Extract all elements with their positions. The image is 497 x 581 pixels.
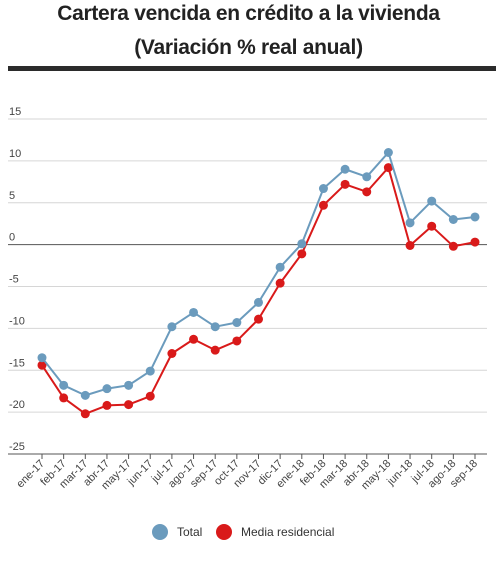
y-axis-ticks: 15 10 5 0 -5 -10 -15 -20 -25 (9, 106, 25, 453)
series-line-media (41, 166, 476, 415)
data-point-total (145, 366, 155, 376)
legend-label-media: Media residencial (241, 525, 335, 539)
series-line-total (41, 151, 476, 397)
data-point-total (340, 164, 350, 174)
data-point-media (167, 349, 177, 358)
x-axis-ticks: ene-17feb-17mar-17abr-17may-17jun-17jul-… (14, 454, 480, 492)
data-point-media (448, 241, 458, 251)
data-point-media (297, 249, 307, 259)
data-point-media (383, 163, 393, 173)
y-tick-label: -10 (9, 315, 25, 327)
legend-label-total: Total (177, 525, 203, 539)
data-point-total (448, 215, 458, 224)
legend-item-media: Media residencial (216, 524, 334, 540)
y-tick-label: 10 (9, 148, 21, 160)
data-point-media (210, 345, 220, 355)
y-tick-label: 0 (9, 232, 15, 244)
data-point-media (80, 409, 90, 419)
data-point-total (189, 307, 199, 317)
data-point-total (405, 218, 415, 228)
data-point-media (254, 314, 263, 324)
data-point-total (383, 148, 393, 157)
data-point-total (297, 239, 307, 249)
data-point-media (37, 360, 47, 370)
legend-marker-total (152, 524, 168, 540)
x-tick-label: ene-17 (14, 458, 47, 491)
series-layer (37, 148, 480, 419)
legend-item-total: Total (152, 524, 202, 540)
data-point-total (102, 384, 112, 394)
data-point-media (102, 400, 112, 410)
data-point-total (232, 318, 242, 328)
legend: Total Media residencial (0, 524, 497, 544)
data-point-media (362, 187, 372, 197)
data-point-media (145, 391, 155, 401)
data-point-total (318, 184, 328, 194)
y-tick-label: -20 (9, 399, 25, 411)
y-tick-label: -15 (9, 357, 25, 369)
chart-subtitle: (Variación % real anual) (134, 36, 363, 59)
chart-title: Cartera vencida en crédito a la vivienda (57, 2, 440, 25)
y-tick-label: 5 (9, 190, 15, 202)
legend-marker-media (216, 524, 232, 540)
data-point-total (427, 196, 437, 206)
data-point-media (275, 278, 285, 288)
data-point-media (232, 336, 242, 346)
data-point-media (470, 237, 480, 247)
title-divider (8, 66, 496, 71)
data-point-total (37, 353, 47, 363)
line-chart: 15 10 5 0 -5 -10 -15 -20 -25 ene-17feb-17mar-17a… (8, 106, 487, 492)
data-point-total (470, 212, 480, 222)
grid-layer (8, 118, 487, 455)
data-point-total (124, 380, 134, 390)
data-point-total (80, 390, 90, 400)
data-point-total (59, 380, 69, 390)
data-point-media (189, 334, 199, 344)
data-point-media (427, 221, 437, 231)
data-point-media (59, 393, 69, 403)
data-point-total (210, 322, 220, 332)
y-tick-label: 15 (9, 106, 21, 118)
data-point-total (362, 172, 372, 182)
data-point-total (254, 297, 263, 307)
data-point-total (167, 322, 177, 332)
data-point-media (405, 240, 415, 250)
data-point-media (318, 200, 328, 210)
data-point-total (275, 262, 285, 272)
data-point-media (340, 179, 350, 189)
data-point-media (124, 400, 134, 410)
y-tick-label: -25 (9, 441, 25, 453)
y-tick-label: -5 (9, 274, 19, 286)
